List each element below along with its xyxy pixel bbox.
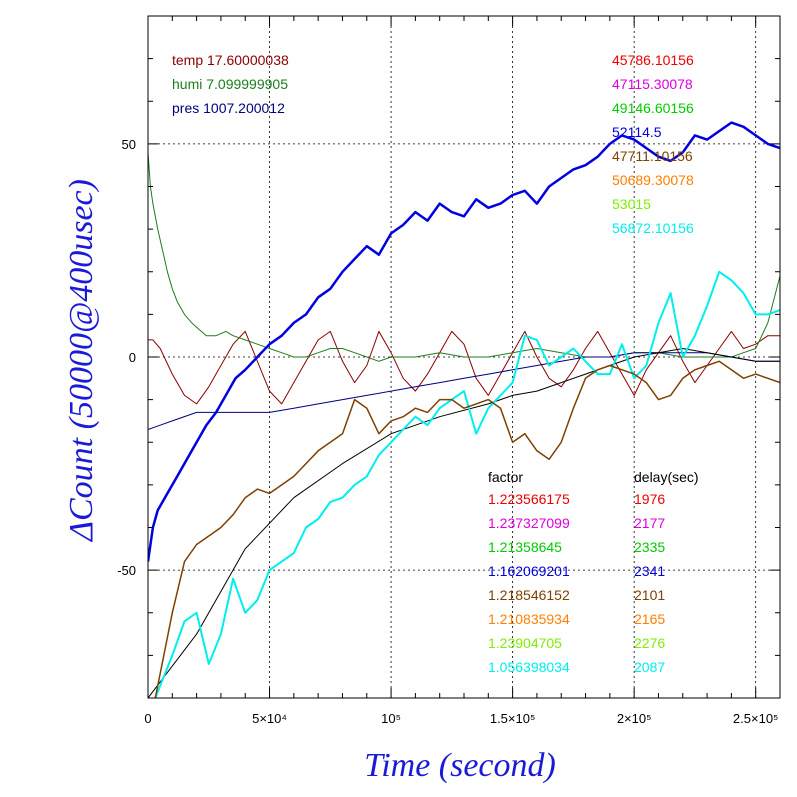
env-legend-item-2: pres 1007.200012: [172, 100, 285, 116]
legend: temp 17.60000038 humi 7.099999905 pres 100…: [172, 52, 699, 675]
series-line-3: [148, 348, 780, 698]
x-tick-label-5: 2.5×10⁵: [733, 711, 779, 726]
x-tick-label-0: 0: [144, 711, 151, 726]
series-legend-item-2: 49146.60156: [612, 100, 694, 116]
table-delay-0: 1976: [634, 491, 665, 507]
y-tick-label-0: -50: [117, 563, 136, 578]
table-factor-1: 1.237327099: [488, 515, 570, 531]
x-tick-label-2: 10⁵: [381, 711, 401, 726]
series-line-2: [148, 352, 780, 430]
x-tick-label-1: 5×10⁴: [252, 711, 287, 726]
table-factor-6: 1.23904705: [488, 635, 562, 651]
table-factor-3: 1.162069201: [488, 563, 570, 579]
table-delay-3: 2341: [634, 563, 665, 579]
series-legend-item-7: 56872.10156: [612, 220, 694, 236]
table-delay-1: 2177: [634, 515, 665, 531]
y-tick-label-2: 50: [122, 137, 136, 152]
table-factor-0: 1.223566175: [488, 491, 570, 507]
series-legend-item-6: 53015: [612, 196, 651, 212]
table-header-delay: delay(sec): [634, 469, 699, 485]
env-legend-item-1: humi 7.099999905: [172, 76, 288, 92]
table-delay-7: 2087: [634, 659, 665, 675]
table-delay-4: 2101: [634, 587, 665, 603]
series-line-5: [154, 360, 780, 698]
table-delay-5: 2165: [634, 611, 665, 627]
y-tick-label-1: 0: [129, 350, 136, 365]
series-line-6: [148, 121, 780, 562]
series-line-0: [148, 330, 780, 405]
series-legend-item-1: 47115.30078: [612, 76, 693, 92]
table-factor-7: 1.056398034: [488, 659, 570, 675]
table-delay-6: 2276: [634, 635, 665, 651]
plot-area: [148, 121, 780, 698]
series-legend-item-3: 52114.5: [612, 124, 662, 140]
series-legend-item-0: 45786.10156: [612, 52, 694, 68]
x-tick-label-3: 1.5×10⁵: [490, 711, 536, 726]
table-factor-5: 1.210835934: [488, 611, 570, 627]
series-legend-item-5: 50689.30078: [612, 172, 694, 188]
axis-ticks: 0 5×10⁴ 10⁵ 1.5×10⁵ 2×10⁵ 2.5×10⁵ -50 0 50: [117, 16, 781, 726]
table-factor-2: 1.21358645: [488, 539, 562, 555]
x-tick-label-4: 2×10⁵: [617, 711, 652, 726]
x-axis-title: Time (second): [364, 747, 556, 784]
table-header-factor: factor: [488, 469, 523, 485]
y-axis-title: ΔCount (50000@400usec): [63, 179, 100, 543]
env-legend-item-0: temp 17.60000038: [172, 52, 289, 68]
table-factor-4: 1.218546152: [488, 587, 570, 603]
series-legend-item-4: 47711.10156: [612, 148, 693, 164]
table-delay-2: 2335: [634, 539, 665, 555]
series-line-4: [154, 270, 780, 698]
